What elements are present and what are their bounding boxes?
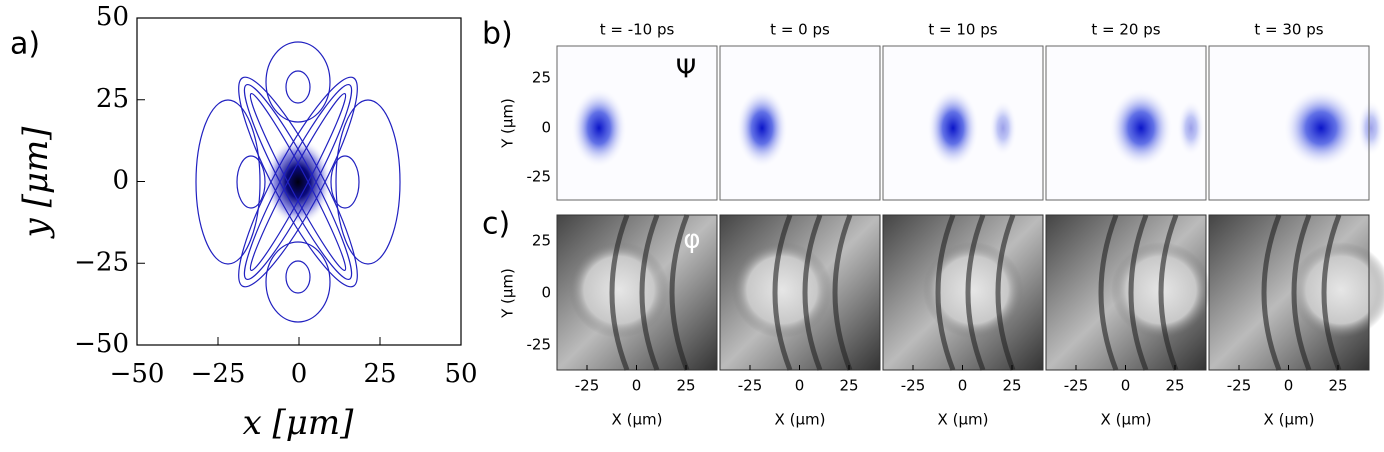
panel-title: t = 0 ps	[770, 21, 830, 39]
density-core	[264, 138, 332, 226]
x-axis-label: X (μm)	[1264, 411, 1315, 429]
contour	[236, 155, 266, 209]
panel-title: t = 30 ps	[1254, 21, 1323, 39]
y-tick-label: 50	[96, 2, 129, 32]
density-ring	[1357, 100, 1384, 156]
y-tick-label: 0	[541, 119, 551, 137]
y-tick-label: -25	[527, 168, 552, 186]
phase-front	[639, 214, 660, 371]
contour	[330, 155, 360, 209]
y-tick-label: -25	[527, 336, 552, 354]
contour	[265, 241, 331, 323]
phase-front	[935, 214, 956, 371]
contour	[195, 99, 261, 265]
y-tick-label: −50	[74, 329, 129, 359]
y-tick-label: 0	[541, 284, 551, 302]
contour	[249, 93, 347, 271]
x-tick-label: −25	[191, 359, 246, 389]
density-blob	[1283, 88, 1359, 168]
x-tick-label: 25	[839, 377, 858, 395]
density-ring	[1177, 100, 1205, 156]
x-tick-label: 0	[632, 377, 642, 395]
x-tick-label: 25	[1165, 377, 1184, 395]
x-axis-label: X (μm)	[775, 411, 826, 429]
density-blob	[1109, 88, 1173, 168]
phase-panels: -25 0 25 X (μm) -25 0 25 X (μm) -25 0 25 X (μm) -25 0…	[556, 214, 1384, 429]
phase-front	[802, 214, 823, 371]
symbol: Ψ	[676, 55, 696, 85]
x-tick-label: 0	[291, 359, 308, 389]
panel-label: b)	[482, 17, 513, 52]
phase-front	[1321, 214, 1342, 371]
contour	[238, 76, 358, 288]
contour	[335, 99, 401, 265]
x-tick-label: -25	[901, 377, 926, 395]
x-axis-label: X (μm)	[938, 411, 989, 429]
density-blob	[927, 88, 979, 168]
x-tick-label: -25	[1064, 377, 1089, 395]
contour	[249, 93, 347, 271]
phase-front	[1158, 214, 1179, 371]
density-panels: t = -10 ps t = 0 ps t = 10 ps t = 20 ps t = …	[556, 21, 1384, 201]
phase-front	[1128, 214, 1149, 371]
contour	[285, 70, 311, 104]
phase-front	[995, 214, 1016, 371]
y-axis-label: Y (μm)	[499, 98, 517, 149]
panel-frame	[1045, 45, 1207, 201]
y-axis-label: Y (μm)	[499, 268, 517, 319]
phase-front	[609, 214, 630, 371]
x-tick-label: 0	[1121, 377, 1131, 395]
phase-front	[669, 214, 690, 371]
x-tick-label: 25	[1002, 377, 1021, 395]
x-axis-label: X (μm)	[612, 411, 663, 429]
symbol: φ	[683, 225, 700, 255]
x-axis-label: X (μm)	[1101, 411, 1152, 429]
contour	[285, 260, 311, 294]
x-tick-label: 25	[363, 359, 396, 389]
x-tick-label: 50	[444, 359, 477, 389]
phase-front	[1261, 214, 1282, 371]
contour	[238, 76, 358, 288]
x-tick-label: -25	[1227, 377, 1252, 395]
y-tick-label: 25	[532, 232, 551, 250]
density-blob	[571, 88, 627, 168]
phase-front	[772, 214, 793, 371]
panel-frame	[882, 45, 1044, 201]
phase-front	[1291, 214, 1312, 371]
contour	[265, 41, 331, 123]
x-tick-label: 0	[958, 377, 968, 395]
panel-label: c)	[482, 207, 510, 242]
x-axis-label: x [μm]	[243, 403, 355, 443]
panel-frame	[556, 45, 718, 201]
panel-frame	[1208, 45, 1370, 201]
x-tick-label: -25	[575, 377, 600, 395]
x-tick-label: 25	[676, 377, 695, 395]
x-tick-label: -25	[738, 377, 763, 395]
x-tick-label: 0	[1284, 377, 1294, 395]
contour-plot: −50 −25 0 25 50 50 25 0 −25 −50 x [μm] y [μm]	[16, 2, 478, 443]
density-blob	[736, 88, 788, 168]
phase-core	[569, 242, 669, 338]
phase-front	[832, 214, 853, 371]
phase-core	[732, 242, 832, 338]
panel-title: t = -10 ps	[600, 21, 675, 39]
density-ring	[989, 100, 1017, 156]
x-tick-label: 0	[795, 377, 805, 395]
phase-core	[1291, 242, 1384, 338]
panel-label: a)	[10, 27, 40, 62]
phase-front	[1098, 214, 1119, 371]
y-tick-label: 25	[96, 84, 129, 114]
phase-front	[965, 214, 986, 371]
panel-title: t = 10 ps	[928, 21, 997, 39]
panel-title: t = 20 ps	[1091, 21, 1160, 39]
y-tick-label: 0	[112, 166, 129, 196]
y-tick-label: −25	[74, 247, 129, 277]
x-tick-label: −50	[110, 359, 165, 389]
panel-frame	[719, 45, 881, 201]
y-axis-label: y [μm]	[16, 126, 56, 240]
x-tick-label: 25	[1328, 377, 1347, 395]
y-tick-label: 25	[532, 69, 551, 87]
